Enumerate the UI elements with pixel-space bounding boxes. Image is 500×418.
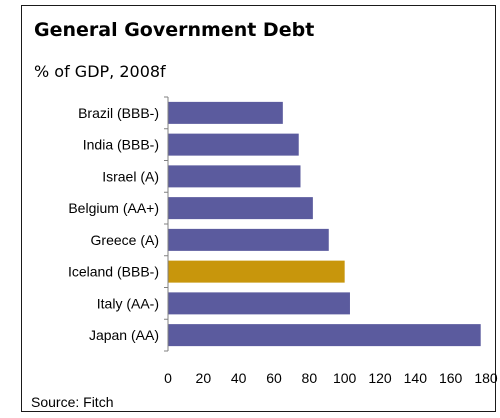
- x-tick-label-160: 160: [439, 370, 463, 386]
- bar-belgium-aa: [168, 197, 313, 220]
- x-tick-label-20: 20: [196, 370, 212, 386]
- x-tick-label-0: 0: [164, 370, 172, 386]
- bar-israel-a: [168, 165, 301, 188]
- chart-subtitle: % of GDP, 2008f: [34, 62, 166, 81]
- x-tick-label-80: 80: [302, 370, 318, 386]
- bar-iceland-bbb: [168, 260, 345, 283]
- bar-italy-aa: [168, 292, 350, 315]
- category-label-italy-aa: Italy (AA-): [97, 295, 159, 311]
- category-label-iceland-bbb: Iceland (BBB-): [68, 264, 159, 280]
- bar-greece-a: [168, 228, 329, 251]
- x-tick-label-120: 120: [368, 370, 392, 386]
- chart-title: General Government Debt: [34, 19, 315, 41]
- source-note: Source: Fitch: [31, 394, 114, 410]
- x-tick-label-180: 180: [474, 370, 498, 386]
- x-tick-label-60: 60: [266, 370, 282, 386]
- category-label-greece-a: Greece (A): [91, 232, 159, 248]
- x-tick-label-40: 40: [231, 370, 247, 386]
- category-label-israel-a: Israel (A): [102, 168, 159, 184]
- category-label-india-bbb: India (BBB-): [83, 137, 159, 153]
- x-tick-label-100: 100: [333, 370, 357, 386]
- category-label-belgium-aa: Belgium (AA+): [68, 200, 159, 216]
- category-label-brazil-bbb: Brazil (BBB-): [78, 105, 159, 121]
- bar-brazil-bbb: [168, 101, 283, 124]
- bar-japan-aa: [168, 324, 481, 347]
- x-tick-label-140: 140: [404, 370, 428, 386]
- bar-india-bbb: [168, 133, 299, 156]
- category-label-japan-aa: Japan (AA): [89, 327, 159, 343]
